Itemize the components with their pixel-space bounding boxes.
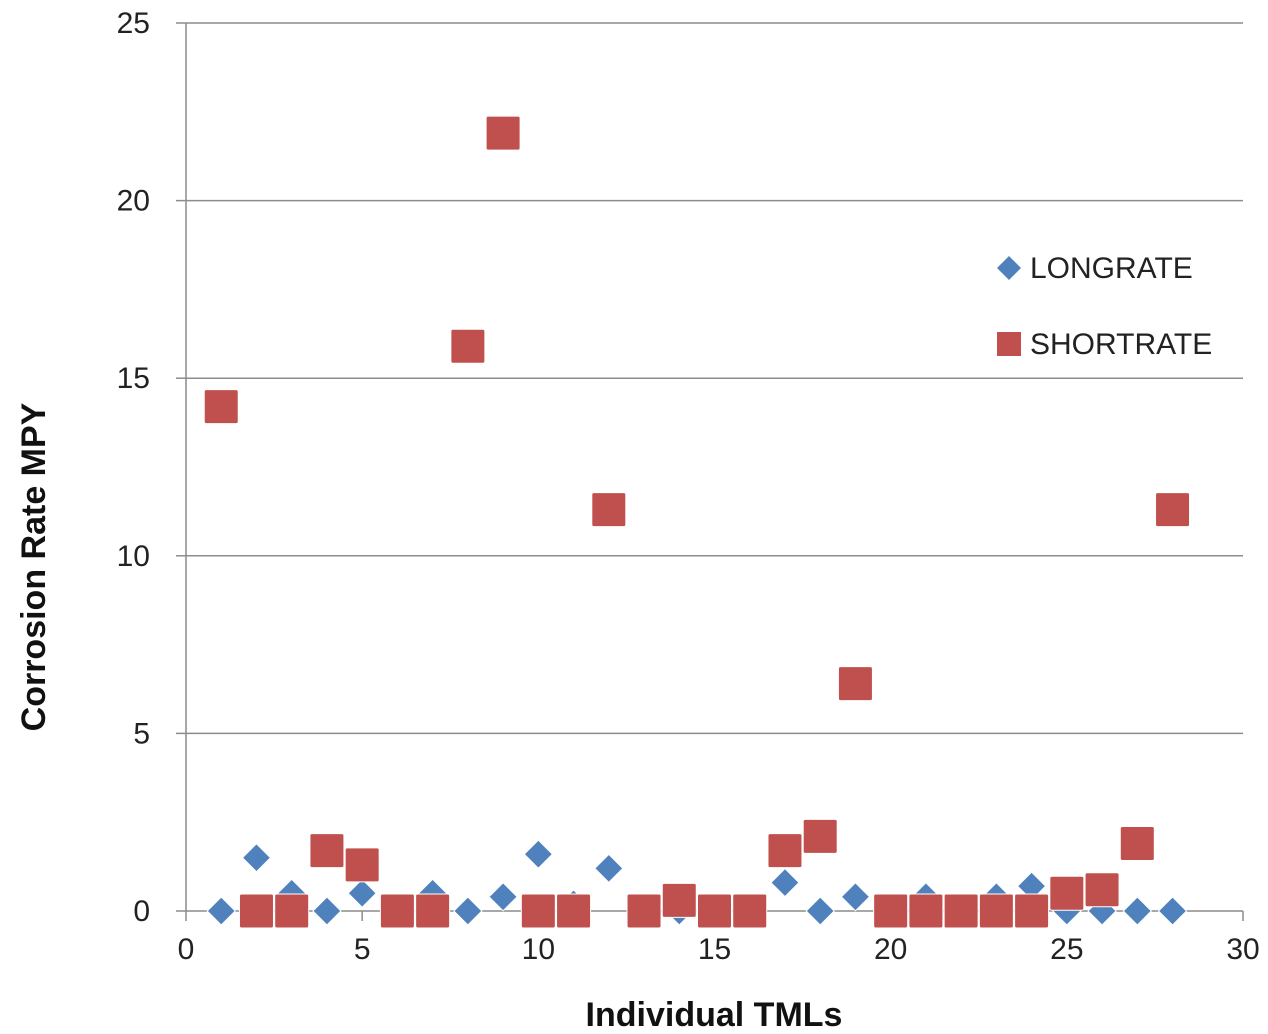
shortrate-point	[274, 893, 310, 929]
x-tick-labels: 0 5 10 15 20 25 30	[178, 933, 1260, 966]
shortrate-point	[697, 893, 732, 929]
shortrate-point	[1049, 875, 1085, 911]
legend-square-icon	[997, 332, 1021, 356]
shortrate-point	[1084, 872, 1120, 908]
shortrate-point	[309, 833, 345, 869]
y-tick-label: 25	[117, 7, 150, 40]
shortrate-point	[344, 847, 380, 883]
shortrate-point	[379, 893, 415, 929]
longrate-point	[453, 896, 483, 926]
longrate-point	[347, 878, 377, 908]
longrate-point	[206, 896, 236, 926]
y-tick-labels: 0 5 10 15 20 25	[117, 7, 150, 928]
shortrate-point	[485, 115, 521, 151]
legend-item-shortrate: SHORTRATE	[997, 328, 1212, 361]
legend-item-longrate: LONGRATE	[997, 252, 1193, 285]
axes	[176, 22, 1244, 921]
y-axis-title: Corrosion Rate MPY	[15, 402, 53, 731]
y-tick-label: 10	[117, 540, 150, 573]
shortrate-point	[556, 893, 592, 929]
shortrate-point	[591, 492, 627, 528]
shortrate-point	[238, 893, 274, 929]
shortrate-point	[732, 893, 768, 929]
shortrate-point	[802, 818, 838, 854]
x-tick-label: 20	[874, 933, 907, 966]
y-tick-label: 0	[133, 895, 150, 928]
longrate-point	[840, 882, 871, 912]
longrate-point	[594, 853, 624, 884]
x-tick-label: 5	[354, 933, 371, 966]
legend-label-shortrate: SHORTRATE	[1030, 328, 1212, 361]
longrate-point	[770, 867, 800, 898]
shortrate-point	[415, 893, 451, 929]
shortrate-point	[943, 893, 979, 929]
x-tick-label: 15	[698, 933, 731, 966]
y-tick-label: 15	[117, 362, 150, 395]
gridlines	[186, 22, 1243, 735]
longrate-point	[1122, 896, 1153, 926]
longrate-point	[312, 896, 342, 926]
x-tick-label: 25	[1050, 933, 1083, 966]
shortrate-point	[978, 893, 1014, 929]
x-tick-label: 0	[178, 933, 195, 966]
shortrate-point	[661, 882, 697, 918]
longrate-point	[241, 843, 272, 873]
x-axis-title: Individual TMLs	[586, 996, 843, 1034]
longrate-point	[1157, 896, 1188, 926]
legend-diamond-icon	[997, 256, 1021, 280]
shortrate-point	[873, 893, 909, 929]
longrate-point	[488, 882, 518, 912]
legend-label-longrate: LONGRATE	[1030, 252, 1193, 285]
shortrate-point	[837, 666, 873, 702]
x-tick-label: 10	[522, 933, 555, 966]
shortrate-point	[450, 328, 486, 364]
y-tick-label: 20	[117, 185, 150, 218]
longrate-point	[805, 896, 835, 926]
legend: LONGRATE SHORTRATE	[997, 252, 1212, 361]
shortrate-point	[520, 893, 556, 929]
shortrate-point	[767, 833, 803, 869]
x-tick-label: 30	[1226, 933, 1259, 966]
y-tick-label: 5	[133, 717, 150, 750]
data-points	[203, 115, 1191, 929]
shortrate-point	[626, 893, 662, 929]
shortrate-point	[908, 893, 944, 929]
shortrate-point	[1119, 826, 1155, 862]
shortrate-point	[1155, 492, 1191, 528]
shortrate-point	[203, 389, 239, 425]
shortrate-point	[1014, 893, 1050, 929]
longrate-point	[523, 839, 554, 869]
